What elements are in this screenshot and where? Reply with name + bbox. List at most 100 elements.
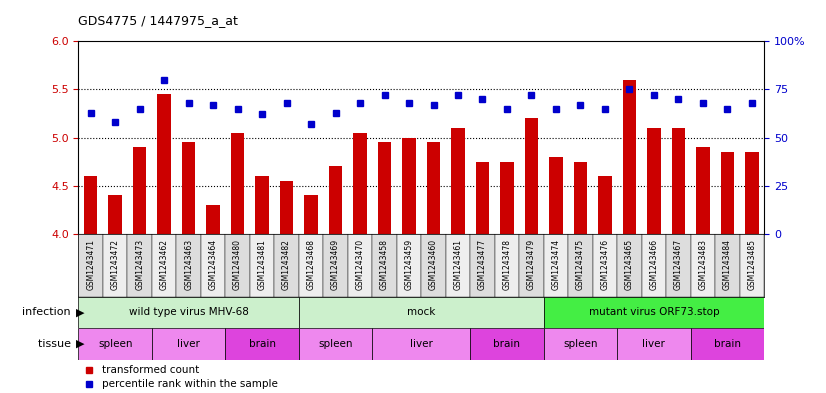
Text: GSM1243478: GSM1243478 bbox=[502, 239, 511, 290]
Text: spleen: spleen bbox=[98, 339, 132, 349]
Bar bbox=[177, 234, 201, 297]
Bar bbox=[691, 328, 764, 360]
Bar bbox=[299, 328, 373, 360]
Bar bbox=[549, 157, 563, 234]
Text: GSM1243468: GSM1243468 bbox=[306, 239, 316, 290]
Bar bbox=[84, 176, 97, 234]
Bar bbox=[78, 328, 152, 360]
Text: mock: mock bbox=[407, 307, 435, 318]
Bar bbox=[745, 152, 758, 234]
Bar bbox=[476, 162, 489, 234]
Bar bbox=[495, 234, 520, 297]
Text: liver: liver bbox=[643, 339, 665, 349]
Text: GSM1243481: GSM1243481 bbox=[258, 239, 267, 290]
Text: ▶: ▶ bbox=[76, 339, 84, 349]
Text: GSM1243480: GSM1243480 bbox=[233, 239, 242, 290]
Text: brain: brain bbox=[249, 339, 276, 349]
Bar bbox=[78, 297, 299, 328]
Bar bbox=[544, 297, 764, 328]
Bar bbox=[427, 142, 440, 234]
Text: liver: liver bbox=[410, 339, 433, 349]
Bar bbox=[133, 147, 146, 234]
Text: wild type virus MHV-68: wild type virus MHV-68 bbox=[129, 307, 249, 318]
Bar bbox=[470, 328, 544, 360]
Text: brain: brain bbox=[714, 339, 741, 349]
Bar bbox=[544, 328, 617, 360]
Bar bbox=[201, 234, 225, 297]
Bar bbox=[696, 147, 710, 234]
Bar bbox=[642, 234, 666, 297]
Text: spleen: spleen bbox=[318, 339, 353, 349]
Bar bbox=[402, 138, 415, 234]
Text: GSM1243458: GSM1243458 bbox=[380, 239, 389, 290]
Text: GSM1243467: GSM1243467 bbox=[674, 239, 683, 290]
Text: GSM1243459: GSM1243459 bbox=[405, 239, 414, 290]
Bar bbox=[354, 133, 367, 234]
Text: GSM1243484: GSM1243484 bbox=[723, 239, 732, 290]
Bar bbox=[501, 162, 514, 234]
Text: GSM1243470: GSM1243470 bbox=[355, 239, 364, 290]
Bar bbox=[231, 133, 244, 234]
Bar bbox=[329, 166, 342, 234]
Bar bbox=[280, 181, 293, 234]
Bar bbox=[691, 234, 715, 297]
Text: tissue: tissue bbox=[38, 339, 74, 349]
Bar bbox=[470, 234, 495, 297]
Bar bbox=[152, 234, 177, 297]
Bar bbox=[421, 234, 446, 297]
Bar bbox=[672, 128, 685, 234]
Bar bbox=[206, 205, 220, 234]
Text: liver: liver bbox=[178, 339, 200, 349]
Bar bbox=[250, 234, 274, 297]
Text: GSM1243477: GSM1243477 bbox=[478, 239, 487, 290]
Bar bbox=[647, 128, 661, 234]
Text: GSM1243471: GSM1243471 bbox=[86, 239, 95, 290]
Bar bbox=[158, 94, 171, 234]
Bar bbox=[598, 176, 611, 234]
Bar bbox=[568, 234, 593, 297]
Bar bbox=[274, 234, 299, 297]
Bar bbox=[108, 195, 122, 234]
Bar bbox=[373, 328, 470, 360]
Bar bbox=[225, 328, 299, 360]
Text: GSM1243472: GSM1243472 bbox=[111, 239, 120, 290]
Text: spleen: spleen bbox=[563, 339, 598, 349]
Text: GSM1243465: GSM1243465 bbox=[625, 239, 634, 290]
Text: GSM1243469: GSM1243469 bbox=[331, 239, 340, 290]
Bar bbox=[720, 152, 734, 234]
Bar bbox=[255, 176, 268, 234]
Bar bbox=[78, 234, 103, 297]
Bar bbox=[617, 328, 691, 360]
Bar bbox=[446, 234, 470, 297]
Bar bbox=[617, 234, 642, 297]
Text: GSM1243460: GSM1243460 bbox=[429, 239, 438, 290]
Bar bbox=[304, 195, 318, 234]
Bar bbox=[182, 142, 196, 234]
Bar bbox=[520, 234, 544, 297]
Bar bbox=[544, 234, 568, 297]
Text: GSM1243463: GSM1243463 bbox=[184, 239, 193, 290]
Bar bbox=[127, 234, 152, 297]
Text: GDS4775 / 1447975_a_at: GDS4775 / 1447975_a_at bbox=[78, 14, 239, 27]
Bar bbox=[348, 234, 373, 297]
Text: GSM1243474: GSM1243474 bbox=[552, 239, 560, 290]
Bar bbox=[574, 162, 587, 234]
Bar bbox=[593, 234, 617, 297]
Text: GSM1243473: GSM1243473 bbox=[135, 239, 145, 290]
Bar bbox=[525, 118, 539, 234]
Bar bbox=[373, 234, 396, 297]
Text: mutant virus ORF73.stop: mutant virus ORF73.stop bbox=[589, 307, 719, 318]
Text: ▶: ▶ bbox=[76, 307, 84, 318]
Text: brain: brain bbox=[493, 339, 520, 349]
Text: transformed count: transformed count bbox=[102, 365, 200, 375]
Bar bbox=[739, 234, 764, 297]
Text: GSM1243483: GSM1243483 bbox=[698, 239, 707, 290]
Text: percentile rank within the sample: percentile rank within the sample bbox=[102, 379, 278, 389]
Bar bbox=[451, 128, 465, 234]
Text: GSM1243464: GSM1243464 bbox=[209, 239, 217, 290]
Bar bbox=[225, 234, 250, 297]
Text: GSM1243485: GSM1243485 bbox=[748, 239, 757, 290]
Bar bbox=[377, 142, 392, 234]
Text: GSM1243482: GSM1243482 bbox=[282, 239, 291, 290]
Text: GSM1243462: GSM1243462 bbox=[159, 239, 169, 290]
